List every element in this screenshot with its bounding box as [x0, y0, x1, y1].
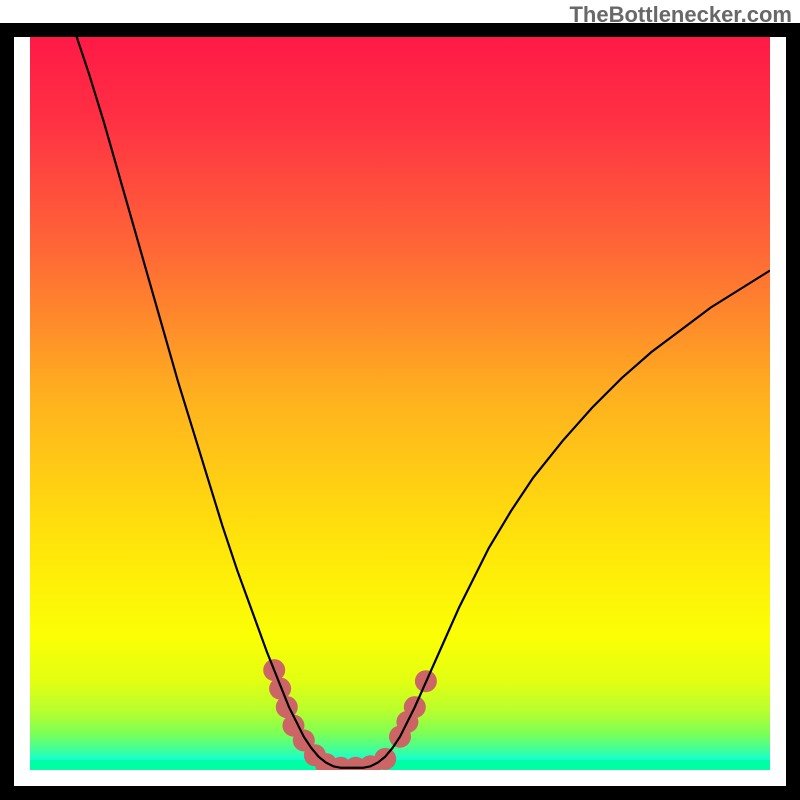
watermark-text: TheBottlenecker.com: [569, 2, 792, 28]
plot-border: [0, 23, 800, 800]
chart-root: TheBottlenecker.com: [0, 0, 800, 800]
